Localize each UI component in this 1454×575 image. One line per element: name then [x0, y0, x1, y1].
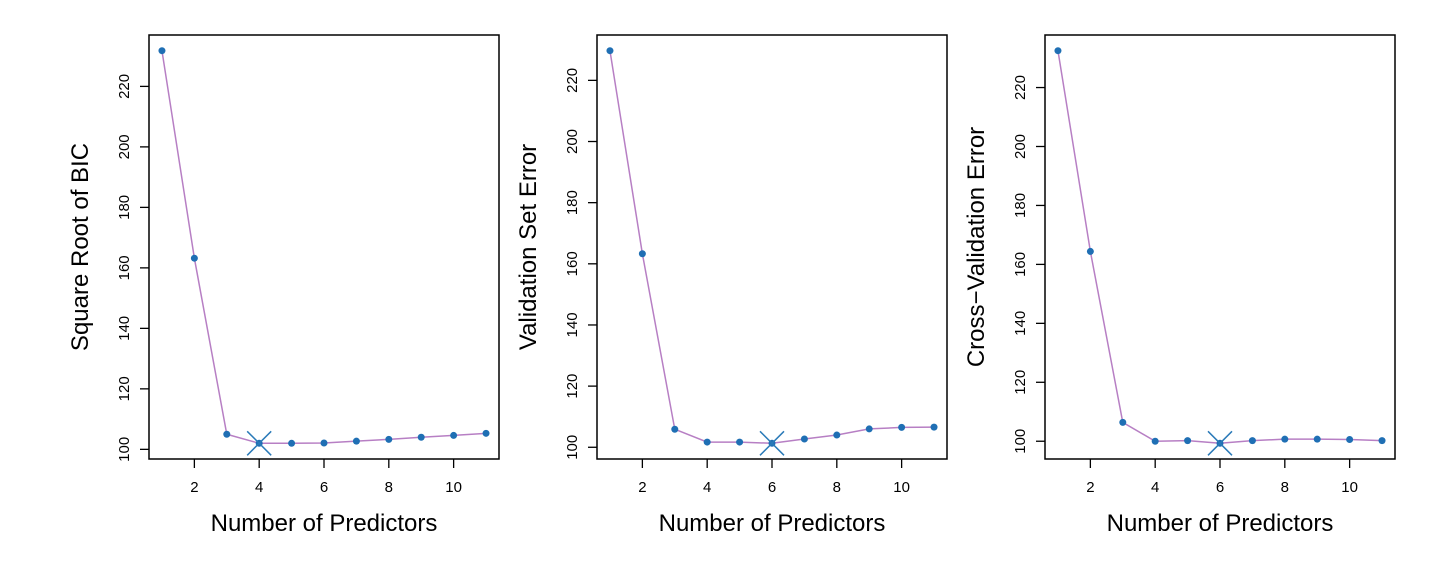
- data-point: [1248, 437, 1256, 445]
- x-tick-label: 8: [833, 479, 841, 496]
- x-tick-label: 8: [385, 479, 393, 496]
- y-tick-label: 120: [1012, 370, 1029, 395]
- y-tick-label: 100: [1012, 429, 1029, 454]
- series-line: [161, 50, 487, 445]
- data-point: [1086, 247, 1094, 255]
- data-point: [865, 425, 873, 433]
- series-line: [609, 50, 935, 445]
- data-point: [482, 429, 490, 437]
- x-tick-label: 2: [190, 479, 198, 496]
- x-tick-label: 4: [1151, 479, 1159, 496]
- data-point: [417, 433, 425, 441]
- y-tick-label: 220: [564, 68, 581, 93]
- panel-2: 2 4 6 8 10 100 120 140 160 180 200 220 Number of Pre…: [515, 34, 948, 537]
- data-point: [223, 430, 231, 438]
- best-model-x-marker: [246, 430, 272, 456]
- data-point: [800, 435, 808, 443]
- plot-frame: [148, 34, 500, 460]
- x-tick-label: 2: [1086, 479, 1094, 496]
- y-tick-label: 200: [564, 129, 581, 154]
- data-point: [1119, 418, 1127, 426]
- y-tick-label: 200: [1012, 134, 1029, 159]
- y-tick-label: 160: [116, 255, 133, 280]
- data-point: [1313, 435, 1321, 443]
- data-point: [638, 250, 646, 258]
- y-tick-label: 180: [116, 195, 133, 220]
- x-tick-label: 8: [1281, 479, 1289, 496]
- y-tick-label: 140: [564, 312, 581, 337]
- x-tick-label: 4: [255, 479, 263, 496]
- y-axis-label: Validation Set Error: [515, 144, 542, 350]
- y-tick-label: 140: [1012, 311, 1029, 336]
- data-point: [190, 254, 198, 262]
- x-axis-label: Number of Predictors: [211, 510, 438, 537]
- y-axis-label: Cross−Validation Error: [963, 127, 990, 367]
- data-point: [898, 423, 906, 431]
- y-tick-label: 200: [116, 134, 133, 159]
- y-tick-label: 160: [1012, 252, 1029, 277]
- x-tick-label: 10: [445, 479, 462, 496]
- data-point: [930, 423, 938, 431]
- data-point: [1281, 435, 1289, 443]
- y-tick-label: 220: [1012, 75, 1029, 100]
- data-point: [158, 47, 166, 55]
- series-line: [1057, 50, 1383, 445]
- y-tick-label: 120: [116, 376, 133, 401]
- data-point: [1378, 437, 1386, 445]
- x-axis-label: Number of Predictors: [659, 510, 886, 537]
- x-tick-label: 6: [768, 479, 776, 496]
- data-point: [1151, 437, 1159, 445]
- x-marker-stroke: [246, 430, 272, 456]
- x-tick-label: 4: [703, 479, 711, 496]
- x-axis-label: Number of Predictors: [1107, 510, 1334, 537]
- plot-frame: [1044, 34, 1396, 460]
- data-point: [606, 47, 614, 55]
- x-tick-label: 6: [320, 479, 328, 496]
- data-point: [320, 439, 328, 447]
- best-model-x-marker: [1207, 430, 1233, 456]
- x-tick-label: 10: [1341, 479, 1358, 496]
- data-point: [833, 431, 841, 439]
- y-tick-label: 220: [116, 74, 133, 99]
- data-point: [1184, 437, 1192, 445]
- y-tick-label: 160: [564, 251, 581, 276]
- best-model-x-marker: [759, 430, 785, 456]
- x-tick-label: 6: [1216, 479, 1224, 496]
- plot-frame: [596, 34, 948, 460]
- y-axis-label: Square Root of BIC: [67, 143, 94, 351]
- data-point: [671, 425, 679, 433]
- x-tick-label: 10: [893, 479, 910, 496]
- data-point: [288, 439, 296, 447]
- data-point: [385, 435, 393, 443]
- x-tick-label: 2: [638, 479, 646, 496]
- y-tick-label: 120: [564, 374, 581, 399]
- y-tick-label: 140: [116, 316, 133, 341]
- data-point: [1346, 435, 1354, 443]
- y-tick-label: 180: [564, 190, 581, 215]
- data-point: [736, 438, 744, 446]
- panel-1: 2 4 6 8 10 100 120 140 160 180 200 220 Number of Pre…: [67, 34, 500, 537]
- x-marker-stroke: [1207, 430, 1233, 456]
- data-point: [703, 438, 711, 446]
- data-point: [1054, 47, 1062, 55]
- y-tick-label: 180: [1012, 193, 1029, 218]
- y-tick-label: 100: [116, 437, 133, 462]
- data-point: [450, 431, 458, 439]
- data-point: [352, 437, 360, 445]
- panel-3: 2 4 6 8 10 100 120 140 160 180 200 220 Number of Pre…: [963, 34, 1396, 537]
- y-tick-label: 100: [564, 435, 581, 460]
- x-marker-stroke: [759, 430, 785, 456]
